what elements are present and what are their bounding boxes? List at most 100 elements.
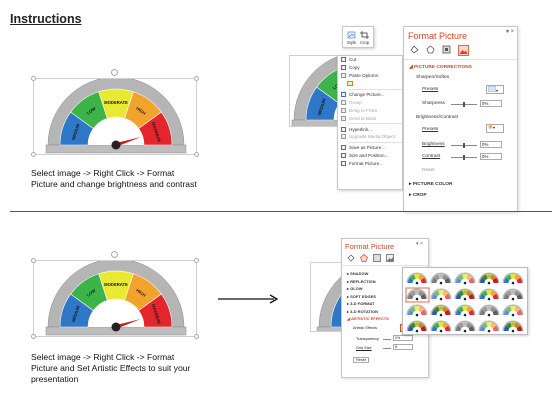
picture-icon[interactable] [458,45,469,56]
resize-handle-tr-2[interactable] [194,258,199,263]
artistic-effect-option[interactable] [454,272,476,285]
context-menu-item-hyperlink[interactable]: Hyperlink... [338,125,402,133]
expand-arrow-icon: ▸ [347,301,351,307]
pane-2-section-soft-edges[interactable]: ▸ SOFT EDGES [347,293,378,301]
context-menu-item-cut[interactable]: Cut [338,56,402,64]
pane-2-section-shadow[interactable]: ▸ SHADOW [347,270,378,278]
pane-2-section-3-d-rotation[interactable]: ▸ 3-D ROTATION [347,308,378,316]
artistic-effect-option[interactable] [406,304,428,317]
gauge-label-moderate: MODERATE [104,100,128,105]
gauge-needle [116,318,141,329]
size-properties-icon-2[interactable] [373,254,381,262]
picture-color-section[interactable]: ▸ PICTURE COLOR [409,182,453,187]
sharpness-input[interactable]: 0% [480,100,502,107]
sharpen-presets-dropdown[interactable]: ▾ [486,85,504,94]
context-menu-item-save-as-picture[interactable]: Save as Picture... [338,144,402,152]
artistic-effects-section[interactable]: ◢ ARTISTIC EFFECTS [347,316,389,321]
resize-handle-tr[interactable] [194,76,199,81]
effects-icon-2[interactable] [360,254,368,262]
artistic-effect-option[interactable] [502,272,524,285]
context-menu-label: Group [349,99,362,105]
pane-2-section-label: REFLECTION [350,278,376,284]
picture-color-label: PICTURE COLOR [412,182,453,187]
gauge-base [291,119,358,126]
artistic-effect-option[interactable] [454,320,476,333]
artistic-effect-option[interactable] [430,320,452,333]
pane-1-options-icon[interactable]: ▾ × [506,29,515,35]
brightness-input[interactable]: 0% [480,141,502,148]
resize-handle-tl[interactable] [31,76,36,81]
reset-button-1[interactable]: Reset [422,168,435,173]
artistic-effect-option[interactable] [454,304,476,317]
contrast-slider[interactable] [451,155,477,160]
artistic-effect-option[interactable] [430,304,452,317]
artistic-effect-option[interactable] [478,304,500,317]
picture-icon-2[interactable] [386,254,394,262]
pane-2-section-label: SOFT EDGES [350,293,376,299]
resize-handle-tl-2[interactable] [31,258,36,263]
context-menu-item-upgrade-media-object[interactable]: Upgrade Media Object [338,133,402,141]
artistic-effects-grid [405,272,524,333]
pane-2-section-3-d-format[interactable]: ▸ 3-D FORMAT [347,300,378,308]
context-menu-item-paste-icon[interactable] [338,80,402,88]
sharpen-soften-title: Sharpen/Soften [416,75,450,80]
reset-button-2[interactable]: Reset [353,357,369,363]
context-menu-item-bring-to-front[interactable]: Bring to Front [338,106,402,114]
artistic-effect-option[interactable] [502,320,524,333]
transparency-slider[interactable] [383,339,391,340]
grid-size-input[interactable]: 8 [393,344,413,350]
artistic-effect-option[interactable] [430,288,452,301]
fill-line-icon[interactable] [410,45,419,54]
context-menu-label: Upgrade Media Object [349,134,395,140]
pane-2-section-glow[interactable]: ▸ GLOW [347,285,378,293]
effects-icon[interactable] [426,45,435,54]
rotate-handle[interactable] [111,69,118,76]
picture-corrections-section[interactable]: ◢ PICTURE CORRECTIONS [409,65,472,70]
context-menu-item-size-and-position[interactable]: Size and Position... [338,152,402,160]
gauge-image-frame-1[interactable]: MEDIUM LOW MODERATE HIGH MAXIMUM [31,69,199,157]
gauge-label-high: HIGH [135,288,146,298]
bc-presets-dropdown[interactable]: ✺▾ [486,124,504,133]
context-menu-item-send-to-back[interactable]: Send to Back [338,114,402,122]
context-menu-item-copy[interactable]: Copy [338,64,402,72]
context-menu-label: Cut [349,57,357,63]
artistic-effect-option[interactable] [478,288,500,301]
resize-handle-bl[interactable] [31,152,36,157]
artistic-effect-option[interactable] [406,320,428,333]
style-button[interactable]: Style [347,31,356,45]
expand-arrow-icon: ▸ [347,293,351,299]
grid-size-slider[interactable] [383,348,391,349]
brightness-slider[interactable] [451,143,477,148]
context-menu-item-format-picture[interactable]: Format Picture... [338,160,402,168]
context-menu-label: Bring to Front [349,107,377,113]
crop-section[interactable]: ▸ CROP [409,193,427,198]
context-menu-item-group[interactable]: Group [338,98,402,106]
artistic-effect-option[interactable] [502,304,524,317]
transparency-input[interactable]: 0% [393,335,413,341]
sharpen-preset-thumbnail-icon [487,85,497,93]
gauge-image-frame-3[interactable]: MEDIUM LOW MODERATE HIGH MAXIMUM [31,251,199,339]
artistic-effect-option[interactable] [502,288,524,301]
context-menu-icon [341,92,346,97]
resize-handle-br[interactable] [194,152,199,157]
fill-line-icon-2[interactable] [347,254,355,262]
resize-handle-br-2[interactable] [194,334,199,339]
pane-2-section-reflection[interactable]: ▸ REFLECTION [347,278,378,286]
contrast-label: Contrast [422,154,441,159]
size-properties-icon[interactable] [442,45,451,54]
artistic-effect-option[interactable] [478,272,500,285]
context-menu: Cut Copy Paste Options: Change Picture... Gr… [337,55,403,190]
sharpness-slider[interactable] [451,102,477,107]
contrast-input[interactable]: 0% [480,153,502,160]
crop-button[interactable]: Crop [360,31,369,45]
artistic-effect-option[interactable] [406,272,428,285]
resize-handle-bl-2[interactable] [31,334,36,339]
artistic-effect-option[interactable] [405,287,430,303]
artistic-effect-option[interactable] [478,320,500,333]
artistic-effect-option[interactable] [454,288,476,301]
artistic-effect-option[interactable] [430,272,452,285]
context-menu-item-paste-options[interactable]: Paste Options: [338,72,402,80]
context-menu-item-change-picture[interactable]: Change Picture... [338,91,402,99]
pane-2-options-icon[interactable]: ▾ × [416,241,423,247]
rotate-handle-2[interactable] [111,251,118,258]
